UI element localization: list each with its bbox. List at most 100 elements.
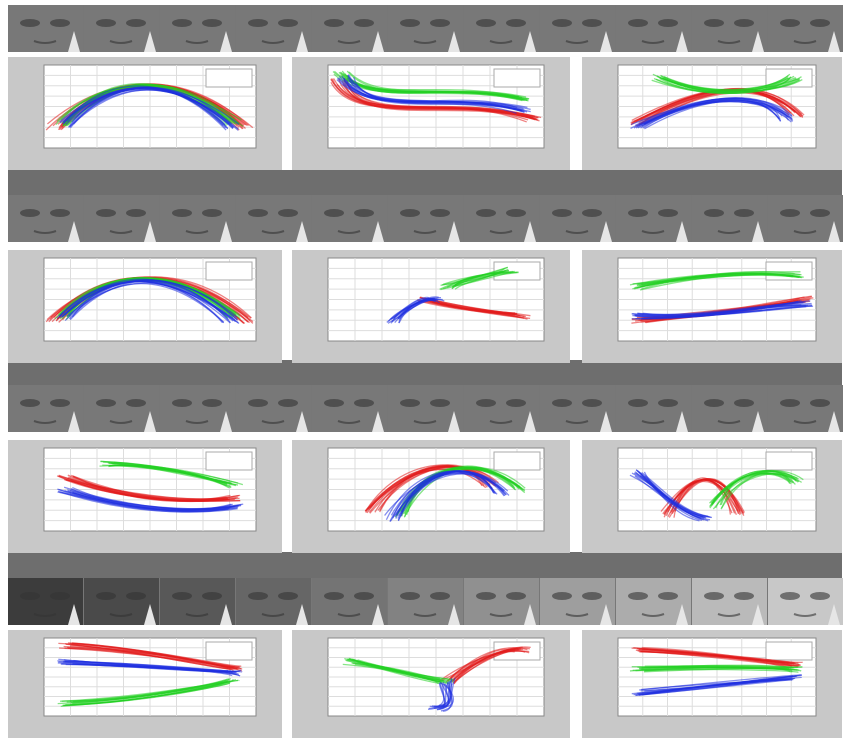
legend-box bbox=[494, 452, 540, 470]
eye bbox=[810, 19, 830, 27]
eye bbox=[50, 399, 70, 407]
eye bbox=[96, 592, 116, 600]
eye bbox=[734, 19, 754, 27]
eye bbox=[354, 399, 374, 407]
face-strip bbox=[8, 5, 843, 52]
plot-panel bbox=[8, 440, 282, 553]
eye bbox=[202, 19, 222, 27]
eye bbox=[734, 209, 754, 217]
eye bbox=[734, 592, 754, 600]
eye bbox=[506, 19, 526, 27]
eye bbox=[20, 592, 40, 600]
legend-box bbox=[206, 452, 252, 470]
eye bbox=[476, 399, 496, 407]
eye bbox=[400, 19, 420, 27]
eye bbox=[50, 209, 70, 217]
eye bbox=[278, 209, 298, 217]
eye bbox=[20, 399, 40, 407]
plot-panel bbox=[582, 440, 842, 553]
eye bbox=[780, 19, 800, 27]
legend-box bbox=[206, 262, 252, 280]
eye bbox=[810, 399, 830, 407]
eye bbox=[400, 209, 420, 217]
eye bbox=[476, 19, 496, 27]
separator-band bbox=[8, 170, 842, 195]
eye bbox=[172, 209, 192, 217]
eye bbox=[704, 399, 724, 407]
eye bbox=[354, 592, 374, 600]
eye bbox=[202, 592, 222, 600]
plot-panel bbox=[292, 57, 570, 170]
figure bbox=[0, 0, 850, 738]
eye bbox=[506, 592, 526, 600]
plot-panel bbox=[292, 250, 570, 363]
eye bbox=[582, 19, 602, 27]
eye bbox=[552, 19, 572, 27]
eye bbox=[400, 592, 420, 600]
eye bbox=[430, 399, 450, 407]
eye bbox=[20, 209, 40, 217]
eye bbox=[734, 399, 754, 407]
eye bbox=[324, 209, 344, 217]
legend-box bbox=[766, 642, 812, 660]
eye bbox=[582, 399, 602, 407]
face-strip bbox=[8, 385, 843, 432]
eye bbox=[278, 592, 298, 600]
plot-panel bbox=[292, 630, 570, 738]
eye bbox=[552, 592, 572, 600]
eye bbox=[172, 19, 192, 27]
eye bbox=[96, 19, 116, 27]
eye bbox=[658, 399, 678, 407]
plot-panel bbox=[8, 250, 282, 363]
plot-panel bbox=[582, 250, 842, 363]
eye bbox=[704, 592, 724, 600]
legend-box bbox=[494, 69, 540, 87]
eye bbox=[172, 592, 192, 600]
eye bbox=[430, 209, 450, 217]
legend-box bbox=[766, 452, 812, 470]
legend-box bbox=[206, 642, 252, 660]
plot-panel bbox=[8, 57, 282, 170]
eye bbox=[96, 209, 116, 217]
eye bbox=[476, 592, 496, 600]
eye bbox=[628, 592, 648, 600]
eye bbox=[628, 19, 648, 27]
eye bbox=[354, 19, 374, 27]
eye bbox=[506, 209, 526, 217]
eye bbox=[628, 399, 648, 407]
eye bbox=[780, 399, 800, 407]
eye bbox=[324, 399, 344, 407]
eye bbox=[552, 209, 572, 217]
eye bbox=[780, 209, 800, 217]
eye bbox=[324, 592, 344, 600]
eye bbox=[780, 592, 800, 600]
eye bbox=[248, 592, 268, 600]
eye bbox=[324, 19, 344, 27]
face-strip bbox=[8, 578, 843, 625]
eye bbox=[658, 209, 678, 217]
legend-box bbox=[206, 69, 252, 87]
plot-panel bbox=[292, 440, 570, 553]
eye bbox=[704, 19, 724, 27]
eye bbox=[628, 209, 648, 217]
eye bbox=[658, 19, 678, 27]
eye bbox=[202, 399, 222, 407]
eye bbox=[430, 592, 450, 600]
eye bbox=[552, 399, 572, 407]
eye bbox=[430, 19, 450, 27]
legend-box bbox=[766, 262, 812, 280]
eye bbox=[704, 209, 724, 217]
eye bbox=[810, 592, 830, 600]
eye bbox=[126, 19, 146, 27]
eye bbox=[96, 399, 116, 407]
eye bbox=[50, 592, 70, 600]
eye bbox=[278, 399, 298, 407]
eye bbox=[248, 399, 268, 407]
eye bbox=[126, 399, 146, 407]
separator-band bbox=[8, 552, 842, 578]
eye bbox=[126, 209, 146, 217]
eye bbox=[658, 592, 678, 600]
face-strip bbox=[8, 195, 843, 242]
eye bbox=[354, 209, 374, 217]
plot-panel bbox=[582, 630, 842, 738]
